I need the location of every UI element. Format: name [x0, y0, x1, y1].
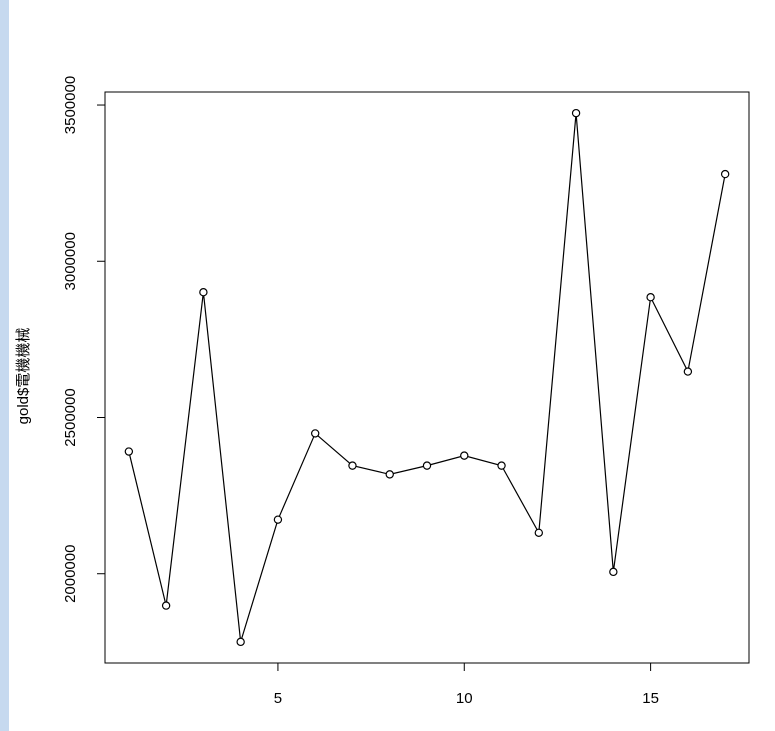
x-tick-label: 10	[456, 690, 473, 707]
point	[646, 292, 655, 302]
point	[497, 461, 506, 470]
point	[273, 515, 283, 524]
point	[124, 447, 134, 456]
point	[571, 108, 581, 118]
line	[128, 113, 726, 643]
point	[385, 470, 394, 479]
x-tick-label: 15	[642, 690, 659, 707]
point	[422, 461, 432, 470]
y-tick-label: 3000000	[62, 232, 79, 290]
y-axis-label: gold$電機機械	[15, 328, 32, 425]
point	[348, 461, 357, 470]
plot-box	[104, 91, 750, 664]
point	[534, 528, 544, 537]
x-tick-label: 5	[274, 690, 282, 707]
point	[161, 601, 171, 610]
y-tick-label: 2000000	[62, 545, 79, 603]
y-tick-label: 2500000	[62, 388, 79, 446]
point	[720, 169, 730, 179]
y-tick-label: 3500000	[62, 76, 79, 134]
point	[236, 637, 245, 647]
point	[310, 429, 320, 438]
point	[460, 451, 469, 460]
point	[199, 287, 208, 297]
window-edge	[0, 0, 9, 731]
point	[683, 367, 693, 376]
point	[609, 567, 618, 577]
